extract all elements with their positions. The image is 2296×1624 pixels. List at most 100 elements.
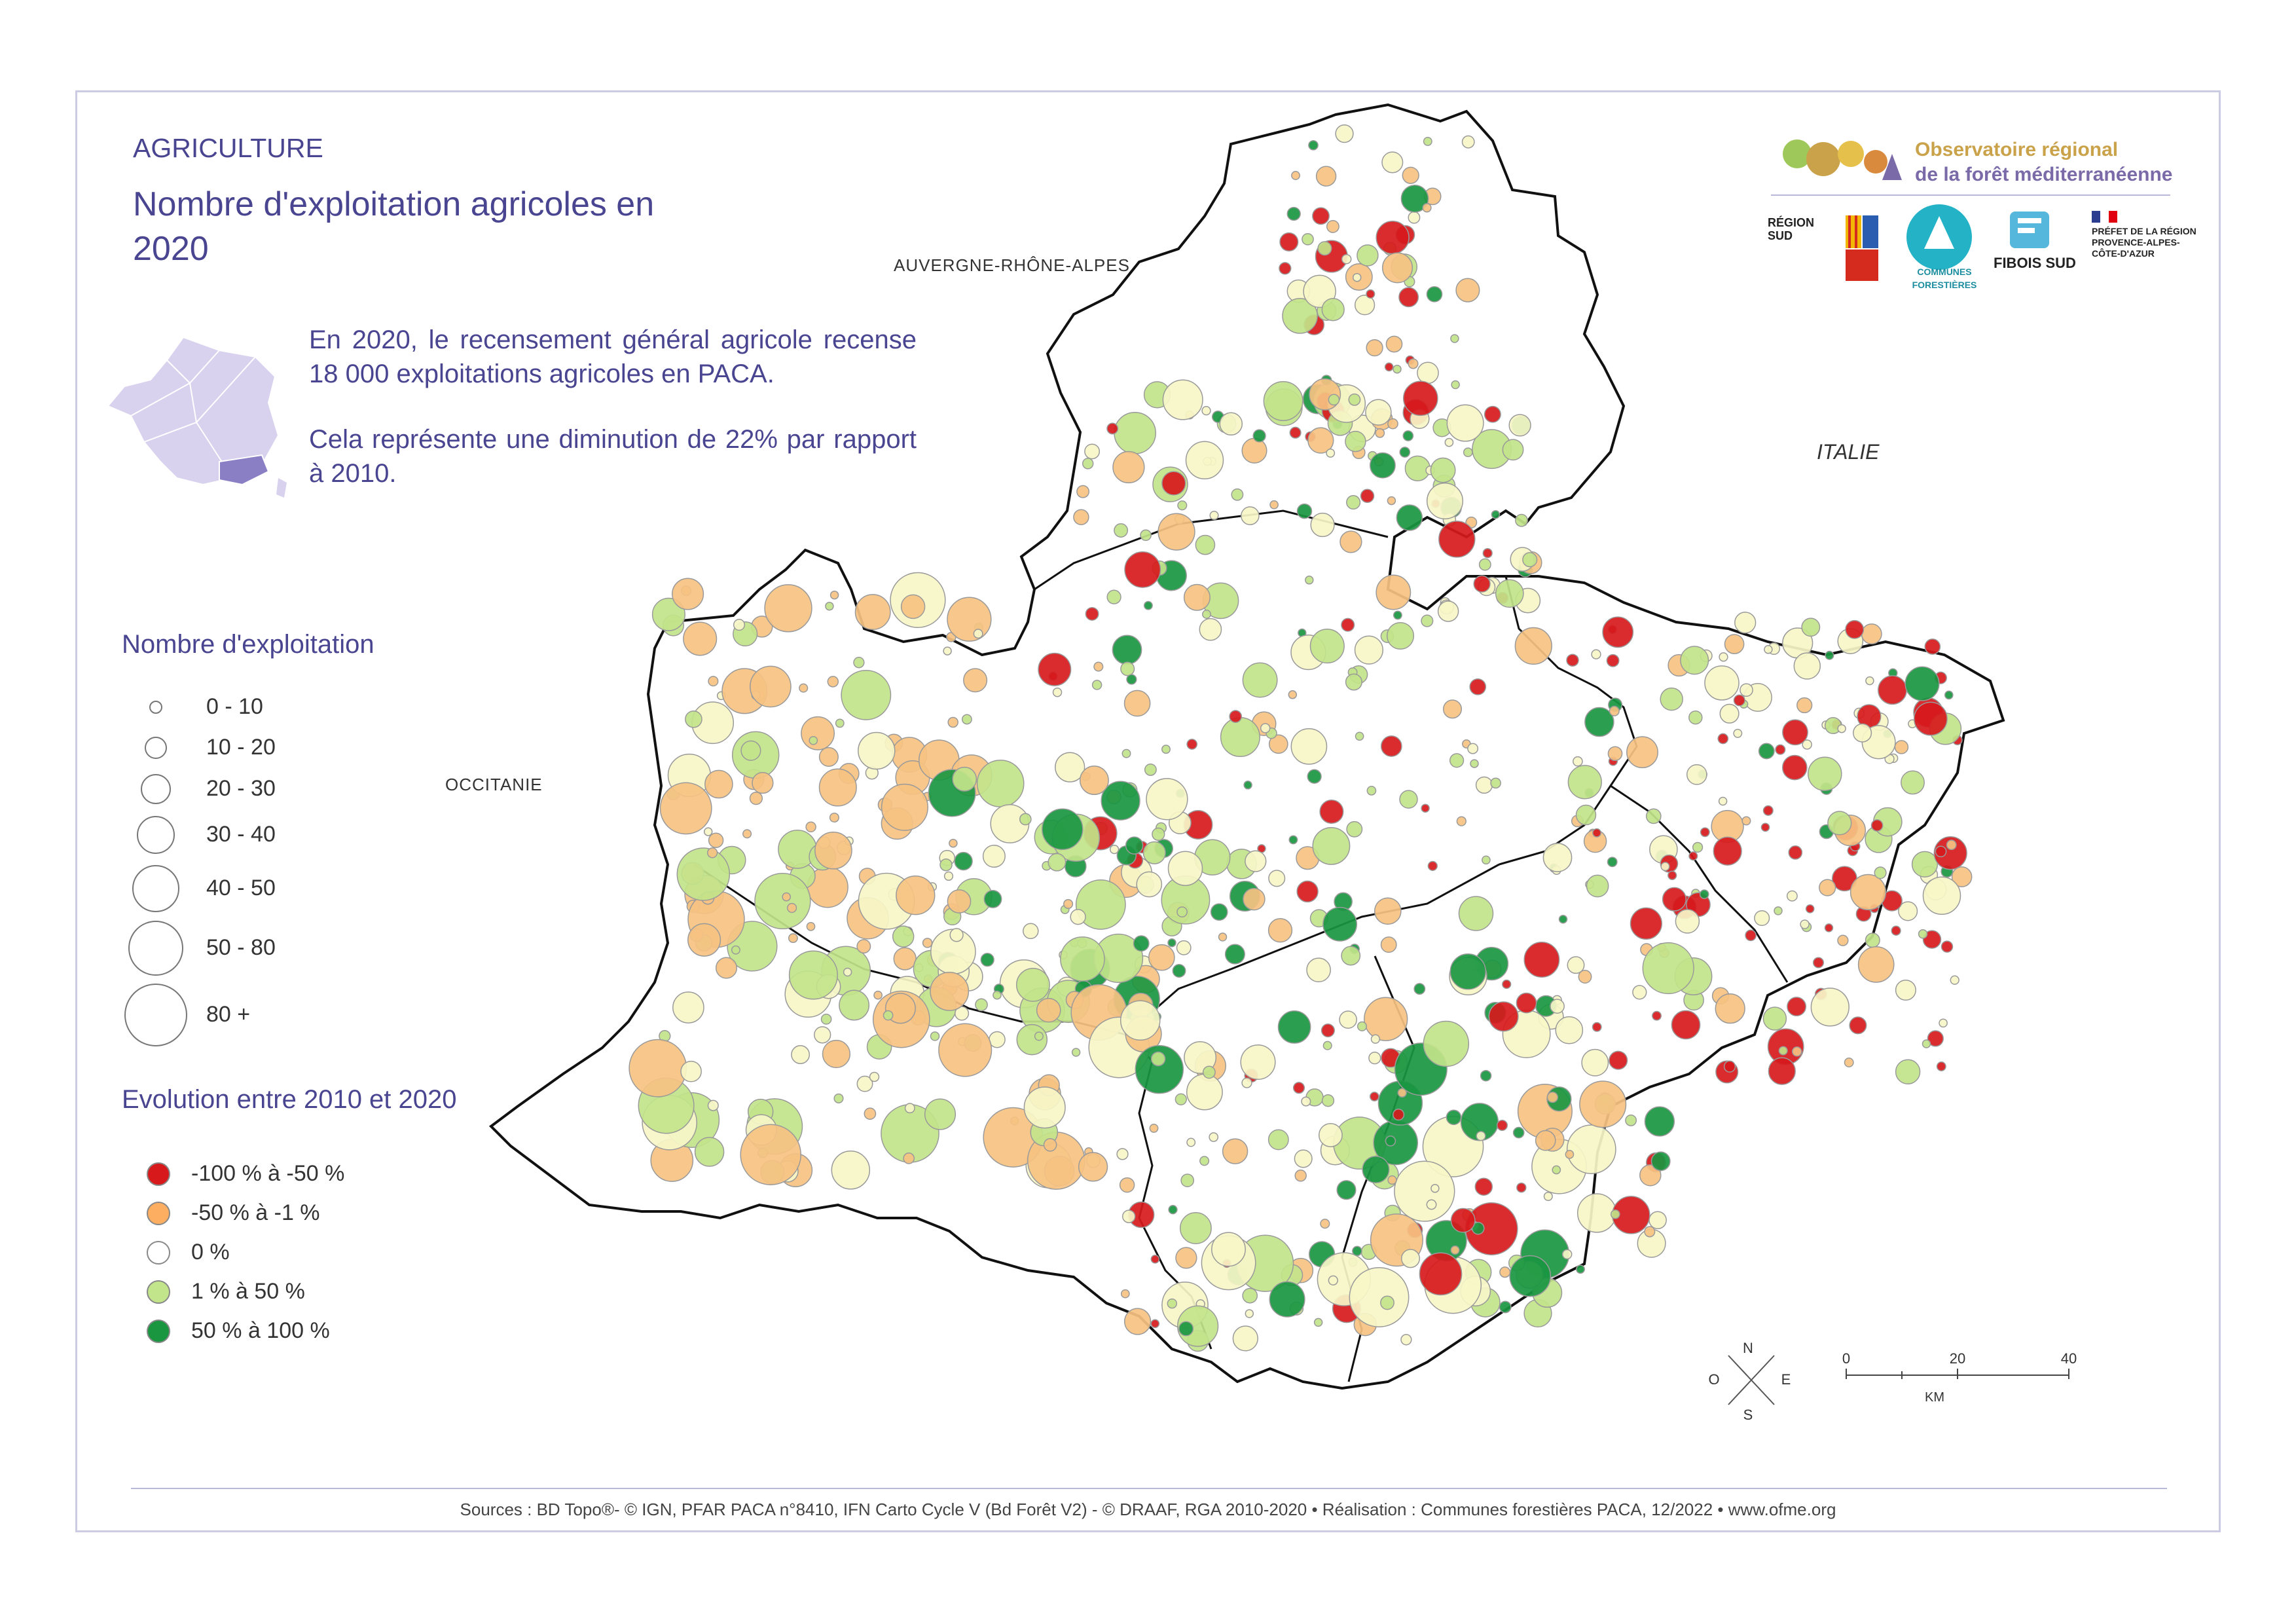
commune-symbol xyxy=(1318,1122,1343,1147)
commune-symbol xyxy=(1209,1132,1219,1142)
commune-symbol xyxy=(1290,728,1328,765)
footer-divider xyxy=(131,1488,2167,1489)
commune-symbol xyxy=(1602,616,1634,648)
commune-symbol xyxy=(1178,1321,1194,1337)
commune-symbol xyxy=(1812,957,1825,969)
commune-symbol xyxy=(1150,1319,1160,1329)
commune-symbol xyxy=(1019,813,1032,826)
commune-symbol xyxy=(1366,289,1376,299)
commune-symbol xyxy=(1922,930,1942,949)
commune-symbol xyxy=(1185,441,1224,480)
commune-symbol xyxy=(1421,614,1434,627)
commune-symbol xyxy=(1427,860,1438,872)
legend-evolution-label: 50 % à 100 % xyxy=(191,1318,330,1343)
commune-symbol xyxy=(1167,938,1176,948)
commune-symbol xyxy=(1581,1048,1609,1077)
commune-symbol xyxy=(818,747,839,767)
commune-symbol xyxy=(1312,207,1330,225)
commune-symbol xyxy=(1455,278,1480,303)
commune-symbol xyxy=(1625,1114,1637,1126)
legend-size-label: 40 - 50 xyxy=(206,876,276,900)
commune-symbol xyxy=(1309,629,1345,664)
commune-symbol xyxy=(1319,799,1344,824)
commune-symbol xyxy=(1552,1165,1561,1175)
legend-evolution-label: -50 % à -1 % xyxy=(191,1200,320,1225)
commune-symbol xyxy=(1291,171,1300,180)
legend-evolution-swatch xyxy=(147,1202,170,1225)
commune-symbol xyxy=(1161,471,1186,496)
commune-symbol xyxy=(1650,1151,1671,1172)
commune-symbol xyxy=(1845,619,1865,639)
commune-symbol xyxy=(1307,769,1322,784)
commune-symbol xyxy=(752,771,774,794)
commune-symbol xyxy=(1476,1131,1486,1141)
commune-symbol xyxy=(1754,910,1770,927)
commune-symbol xyxy=(1199,1156,1210,1166)
commune-symbol xyxy=(1591,649,1601,659)
commune-symbol xyxy=(1793,652,1821,680)
commune-symbol xyxy=(1150,1254,1160,1264)
commune-symbol xyxy=(1240,1044,1276,1080)
commune-symbol xyxy=(1195,534,1216,555)
commune-symbol xyxy=(1043,1137,1057,1152)
commune-symbol xyxy=(1360,489,1375,504)
commune-symbol xyxy=(1502,979,1512,989)
commune-symbol xyxy=(1393,1109,1405,1121)
commune-symbol xyxy=(983,889,1002,908)
commune-symbol xyxy=(1245,850,1267,872)
scale-bar: 0 20 40 KM xyxy=(1842,1350,2077,1405)
commune-symbol xyxy=(952,766,977,792)
legend-size-circle xyxy=(137,816,175,854)
commune-symbol xyxy=(1162,379,1203,420)
paca-highlight xyxy=(219,454,270,486)
commune-symbol xyxy=(1167,851,1203,886)
commune-symbol xyxy=(1861,623,1882,645)
commune-symbol xyxy=(791,1045,811,1064)
legend-size-label: 10 - 20 xyxy=(206,735,276,760)
legend-size-circle xyxy=(128,921,183,976)
commune-symbol xyxy=(1400,185,1429,213)
intro-text: En 2020, le recensement général agricole… xyxy=(309,323,917,522)
commune-symbol xyxy=(1423,1020,1470,1067)
commune-symbol xyxy=(1426,286,1443,303)
commune-symbol xyxy=(1470,759,1479,768)
commune-symbol xyxy=(1286,206,1301,221)
commune-symbol xyxy=(820,1014,832,1025)
commune-symbol xyxy=(1341,253,1352,265)
commune-symbol xyxy=(1277,1010,1311,1044)
commune-symbol xyxy=(1810,987,1850,1027)
commune-symbol xyxy=(749,791,763,805)
commune-symbol xyxy=(1827,811,1852,836)
commune-symbol xyxy=(1289,426,1302,439)
commune-symbol xyxy=(1606,654,1620,667)
neighbor-east-label: ITALIE xyxy=(1817,440,1880,464)
commune-symbol xyxy=(651,597,685,631)
commune-symbol xyxy=(1719,703,1740,724)
commune-symbol xyxy=(1341,618,1355,632)
commune-symbol xyxy=(1296,880,1319,903)
commune-symbol xyxy=(1575,804,1597,826)
commune-symbol xyxy=(1312,826,1351,865)
commune-symbol xyxy=(1469,678,1487,695)
commune-symbol xyxy=(1219,412,1243,436)
commune-symbol xyxy=(1112,451,1145,484)
commune-symbol xyxy=(1402,430,1414,441)
legend-evolution-label: 1 % à 50 % xyxy=(191,1279,305,1304)
commune-symbol xyxy=(1326,448,1336,458)
commune-symbol xyxy=(1369,1092,1379,1101)
commune-symbol xyxy=(1449,953,1487,990)
legend-evolution-swatch xyxy=(147,1280,170,1304)
commune-symbol xyxy=(1106,589,1121,604)
commune-symbol xyxy=(1473,575,1491,593)
scale-tick-20: 20 xyxy=(1950,1350,1965,1367)
commune-symbol xyxy=(1922,1039,1931,1048)
commune-symbol xyxy=(1370,1034,1381,1044)
commune-symbol xyxy=(1175,1247,1197,1269)
fibois-logo: FIBOIS SUD xyxy=(1994,255,2076,271)
commune-symbol xyxy=(1079,766,1109,796)
compass-n: N xyxy=(1743,1340,1753,1356)
commune-symbol xyxy=(900,594,926,619)
region-sud-emblem xyxy=(1846,215,1878,281)
commune-symbol xyxy=(1345,673,1362,691)
